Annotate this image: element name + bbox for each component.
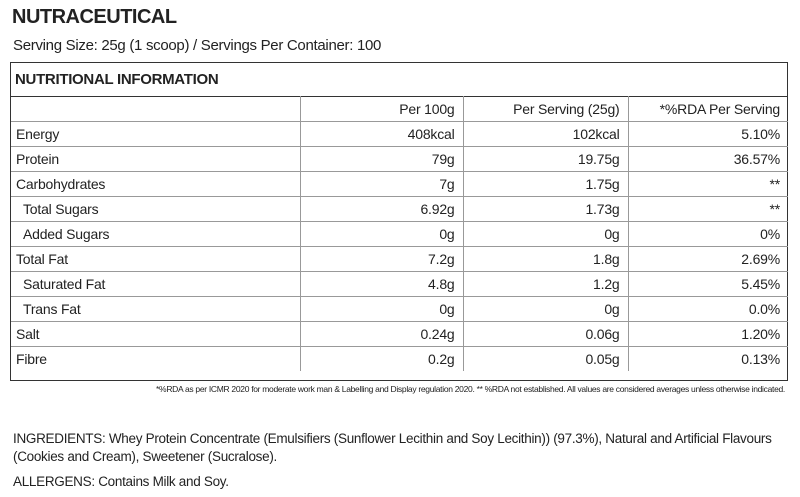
cell: 0.13%	[627, 346, 788, 371]
row-label: Protein	[11, 146, 301, 172]
cell: 36.57%	[627, 146, 788, 172]
row-label: Trans Fat	[11, 296, 301, 322]
row-label: Fibre	[11, 346, 301, 371]
row-label: Energy	[11, 121, 301, 147]
cell: 1.2g	[462, 271, 629, 297]
footnote: *%RDA as per ICMR 2020 for moderate work…	[156, 384, 785, 394]
row-label: Saturated Fat	[11, 271, 301, 297]
cell: 1.73g	[462, 196, 629, 222]
cell: 4.8g	[299, 271, 464, 297]
row-label: Added Sugars	[11, 221, 301, 247]
cell: 0g	[299, 221, 464, 247]
data-row: Fibre 0.2g 0.05g 0.13%	[11, 346, 788, 371]
cell: 7g	[299, 171, 464, 197]
cell: 0g	[462, 221, 629, 247]
allergens: ALLERGENS: Contains Milk and Soy.	[13, 474, 229, 489]
cell: **	[627, 196, 788, 222]
cell: 0.05g	[462, 346, 629, 371]
row-label: Carbohydrates	[11, 171, 301, 197]
cell: 19.75g	[462, 146, 629, 172]
cell: 2.69%	[627, 246, 788, 272]
nutrition-table: Per 100g Per Serving (25g) *%RDA Per Servi…	[11, 96, 788, 371]
row-label	[11, 96, 301, 122]
ingredients: INGREDIENTS: Whey Protein Concentrate (E…	[13, 431, 772, 464]
data-row: Carbohydrates 7g 1.75g **	[11, 171, 788, 197]
cell: Per Serving (25g)	[462, 96, 629, 122]
cell: 0.06g	[462, 321, 629, 347]
row-label: Total Sugars	[11, 196, 301, 222]
cell: 1.20%	[627, 321, 788, 347]
cell: 79g	[299, 146, 464, 172]
cell: 1.75g	[462, 171, 629, 197]
header-row: Per 100g Per Serving (25g) *%RDA Per Servi…	[11, 96, 788, 122]
cell: 408kcal	[299, 121, 464, 147]
data-row: Saturated Fat 4.8g 1.2g 5.45%	[11, 271, 788, 297]
row-label: Salt	[11, 321, 301, 347]
cell: *%RDA Per Serving	[627, 96, 788, 122]
data-row: Protein 79g 19.75g 36.57%	[11, 146, 788, 172]
data-row: Added Sugars 0g 0g 0%	[11, 221, 788, 247]
cell: 5.10%	[627, 121, 788, 147]
serving-info: Serving Size: 25g (1 scoop) / Servings P…	[13, 37, 382, 54]
cell: 0g	[462, 296, 629, 322]
cell: 5.45%	[627, 271, 788, 297]
data-row: Energy 408kcal 102kcal 5.10%	[11, 121, 788, 147]
cell: 102kcal	[462, 121, 629, 147]
cell: 0%	[627, 221, 788, 247]
cell: 1.8g	[462, 246, 629, 272]
cell: 0.2g	[299, 346, 464, 371]
cell: 0.0%	[627, 296, 788, 322]
cell: 0.24g	[299, 321, 464, 347]
table-title: NUTRITIONAL INFORMATION	[15, 71, 219, 88]
data-row: Trans Fat 0g 0g 0.0%	[11, 296, 788, 322]
row-label: Total Fat	[11, 246, 301, 272]
cell: Per 100g	[299, 96, 464, 122]
cell: **	[627, 171, 788, 197]
brand-title: NUTRACEUTICAL	[12, 6, 177, 28]
data-row: Total Fat 7.2g 1.8g 2.69%	[11, 246, 788, 272]
cell: 0g	[299, 296, 464, 322]
cell: 6.92g	[299, 196, 464, 222]
cell: 7.2g	[299, 246, 464, 272]
data-row: Salt 0.24g 0.06g 1.20%	[11, 321, 788, 347]
data-row: Total Sugars 6.92g 1.73g **	[11, 196, 788, 222]
